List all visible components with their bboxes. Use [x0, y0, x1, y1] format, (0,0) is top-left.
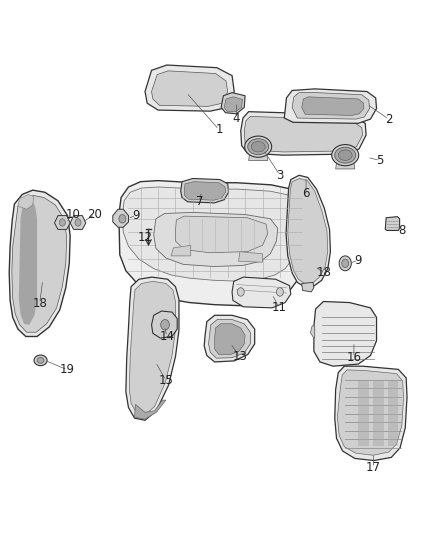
Circle shape: [237, 288, 244, 296]
Text: 3: 3: [276, 169, 284, 182]
Polygon shape: [9, 190, 70, 336]
Polygon shape: [288, 179, 328, 284]
Text: 7: 7: [196, 195, 203, 208]
Text: 16: 16: [346, 351, 361, 364]
Text: 20: 20: [88, 208, 102, 221]
Text: 4: 4: [233, 111, 240, 125]
Polygon shape: [388, 381, 398, 446]
Ellipse shape: [332, 144, 359, 166]
Ellipse shape: [248, 139, 268, 155]
Text: 13: 13: [233, 350, 247, 363]
Polygon shape: [54, 216, 70, 229]
Text: 5: 5: [376, 154, 384, 167]
Polygon shape: [311, 326, 315, 338]
Text: 2: 2: [385, 112, 392, 126]
Ellipse shape: [338, 150, 352, 160]
Circle shape: [119, 215, 126, 223]
Text: 9: 9: [133, 208, 140, 222]
Text: 17: 17: [366, 462, 381, 474]
Text: 8: 8: [398, 224, 406, 237]
Polygon shape: [145, 65, 234, 111]
Polygon shape: [119, 181, 311, 306]
Polygon shape: [314, 302, 377, 366]
Polygon shape: [19, 198, 37, 325]
Text: 14: 14: [159, 330, 174, 343]
Circle shape: [342, 259, 349, 268]
Polygon shape: [134, 400, 166, 419]
Polygon shape: [335, 366, 407, 461]
Text: 19: 19: [60, 364, 75, 376]
Ellipse shape: [335, 147, 356, 163]
Polygon shape: [224, 97, 243, 112]
Polygon shape: [176, 216, 268, 253]
Polygon shape: [171, 245, 191, 256]
Polygon shape: [126, 277, 179, 420]
Polygon shape: [239, 252, 262, 262]
Polygon shape: [215, 324, 245, 354]
Ellipse shape: [245, 136, 272, 157]
Text: 1: 1: [215, 123, 223, 136]
Polygon shape: [232, 277, 291, 308]
Text: 10: 10: [66, 208, 81, 221]
Polygon shape: [358, 381, 369, 446]
Polygon shape: [292, 93, 370, 119]
Ellipse shape: [251, 141, 265, 152]
Text: 12: 12: [138, 231, 152, 244]
Polygon shape: [221, 93, 245, 114]
Polygon shape: [373, 381, 384, 446]
Polygon shape: [129, 281, 176, 415]
Circle shape: [161, 319, 170, 330]
Polygon shape: [286, 175, 330, 287]
Text: 9: 9: [354, 254, 362, 266]
Polygon shape: [284, 89, 377, 123]
Polygon shape: [302, 282, 314, 292]
Polygon shape: [152, 311, 177, 338]
Polygon shape: [337, 370, 403, 455]
Polygon shape: [336, 163, 355, 169]
Text: 15: 15: [159, 374, 173, 387]
Text: 18: 18: [32, 297, 47, 310]
Text: 18: 18: [317, 266, 332, 279]
Circle shape: [59, 219, 65, 226]
Text: 6: 6: [302, 187, 310, 200]
Polygon shape: [152, 71, 228, 107]
Polygon shape: [241, 112, 366, 155]
Polygon shape: [249, 154, 268, 160]
Text: 11: 11: [272, 301, 286, 314]
Polygon shape: [204, 316, 254, 362]
Polygon shape: [244, 116, 363, 152]
Circle shape: [75, 219, 81, 226]
Polygon shape: [18, 195, 34, 209]
Polygon shape: [184, 182, 226, 200]
Polygon shape: [122, 187, 305, 281]
Polygon shape: [302, 97, 364, 115]
Polygon shape: [12, 196, 67, 332]
Circle shape: [339, 256, 351, 271]
Ellipse shape: [34, 355, 47, 366]
Polygon shape: [70, 216, 86, 229]
Polygon shape: [154, 213, 278, 266]
Polygon shape: [113, 209, 128, 227]
Polygon shape: [208, 319, 251, 358]
Polygon shape: [181, 179, 229, 203]
Ellipse shape: [37, 358, 44, 364]
Circle shape: [276, 288, 283, 296]
Polygon shape: [385, 216, 399, 230]
